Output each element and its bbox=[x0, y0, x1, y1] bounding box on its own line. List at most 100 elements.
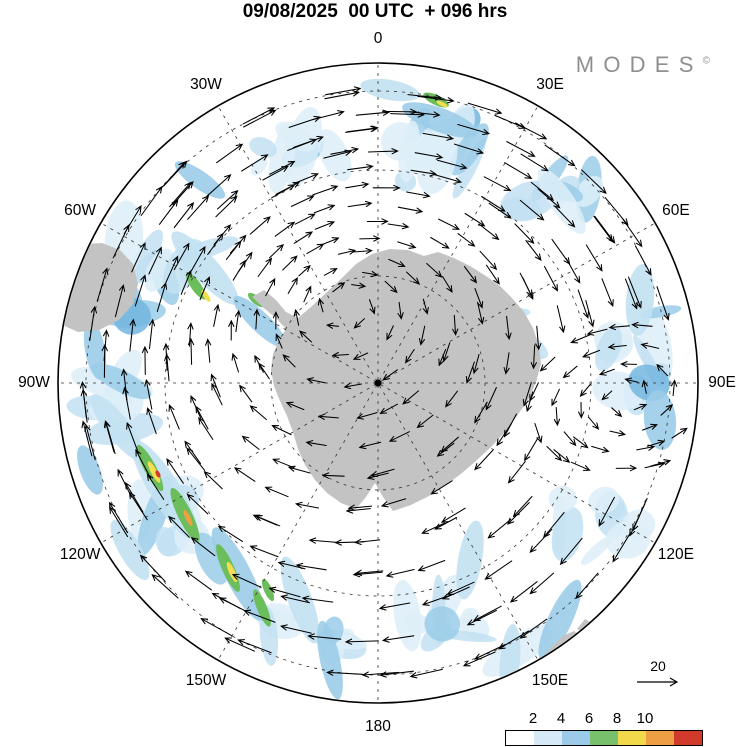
wind-arrow bbox=[265, 277, 276, 297]
wind-arrow bbox=[465, 361, 475, 384]
longitude-label: 90W bbox=[18, 374, 50, 391]
wind-arrow bbox=[206, 174, 232, 197]
wind-arrow bbox=[89, 305, 98, 342]
meridian-line bbox=[102, 223, 654, 543]
wind-arrow bbox=[272, 310, 280, 330]
wind-arrow bbox=[139, 554, 166, 583]
colorbar-segment bbox=[534, 731, 562, 745]
wind-arrow bbox=[290, 195, 315, 207]
wind-arrow bbox=[231, 352, 240, 373]
wind-arrow bbox=[301, 595, 334, 603]
wind-arrow bbox=[397, 301, 404, 320]
wind-arrow bbox=[218, 597, 251, 614]
wind-arrow bbox=[277, 560, 306, 570]
wind-arrow bbox=[380, 498, 407, 508]
wind-arrow bbox=[146, 407, 157, 435]
wind-arrow bbox=[430, 480, 453, 495]
wind-arrow bbox=[234, 309, 242, 333]
colorbar-segment bbox=[506, 731, 534, 745]
shading-band bbox=[77, 445, 103, 495]
wind-arrow bbox=[241, 435, 260, 450]
wind-arrow bbox=[384, 280, 398, 294]
wind-arrow bbox=[479, 250, 498, 271]
shading-blob bbox=[588, 486, 620, 514]
colorbar-segment bbox=[562, 731, 590, 745]
shading-band bbox=[360, 78, 420, 102]
wind-arrow bbox=[287, 277, 298, 294]
meridian-line bbox=[102, 223, 654, 543]
copyright-icon: © bbox=[702, 55, 710, 67]
wind-arrow bbox=[457, 233, 476, 247]
shading-band bbox=[625, 264, 655, 336]
wind-arrow bbox=[556, 305, 566, 334]
wind-arrow bbox=[522, 277, 534, 301]
wind-arrow bbox=[187, 195, 210, 220]
wind-arrow bbox=[351, 282, 367, 289]
longitude-label: 60W bbox=[64, 202, 96, 219]
wind-arrow bbox=[641, 379, 648, 394]
wind-arrow bbox=[279, 624, 312, 634]
latitude-circle bbox=[270, 275, 486, 491]
figure-title: 09/08/2025 00 UTC + 096 hrs bbox=[242, 1, 508, 22]
wind-arrow bbox=[368, 299, 376, 315]
wind-arrow bbox=[417, 559, 446, 572]
latitude-circle bbox=[85, 90, 671, 676]
shading-band bbox=[83, 320, 107, 380]
wind-arrow bbox=[166, 458, 184, 484]
wind-arrow bbox=[452, 314, 459, 336]
colorbar-tick: 8 bbox=[612, 710, 622, 727]
meridian-line bbox=[218, 107, 538, 659]
wind-arrow bbox=[422, 132, 455, 141]
wind-arrow bbox=[312, 110, 345, 121]
wind-arrow bbox=[430, 236, 450, 249]
wind-arrow bbox=[313, 204, 336, 214]
wind-arrow bbox=[379, 670, 414, 678]
wind-arrow bbox=[345, 125, 378, 133]
wind-arrow bbox=[473, 605, 502, 622]
wind-arrow bbox=[229, 234, 247, 254]
wind-arrow bbox=[372, 184, 401, 192]
wind-arrow bbox=[474, 449, 494, 471]
wind-arrow bbox=[529, 528, 553, 554]
shading-blob bbox=[449, 123, 489, 176]
wind-arrow bbox=[317, 297, 324, 313]
wind-arrow bbox=[546, 445, 563, 462]
wind-arrow bbox=[588, 416, 600, 430]
wind-arrow bbox=[405, 271, 421, 285]
wind-arrow bbox=[254, 515, 281, 527]
wind-arrow bbox=[299, 330, 313, 343]
wind-arrow bbox=[598, 496, 615, 527]
wind-arrow bbox=[187, 322, 194, 347]
wind-arrow bbox=[496, 422, 513, 447]
wind-arrow bbox=[624, 377, 639, 384]
shading-band bbox=[174, 161, 226, 199]
wind-arrow bbox=[414, 152, 444, 160]
wind-arrow bbox=[198, 416, 214, 440]
wind-arrow bbox=[186, 493, 209, 515]
map-legend: 20 2 4 6 8 10 bbox=[505, 658, 703, 747]
wind-arrow bbox=[406, 191, 431, 199]
meridian-line bbox=[218, 107, 538, 659]
wind-arrow bbox=[507, 461, 526, 484]
wind-arrow bbox=[485, 386, 497, 411]
wind-arrow bbox=[249, 545, 279, 558]
wind-arrow bbox=[102, 329, 110, 362]
wind-arrow bbox=[148, 318, 156, 350]
wind-arrow bbox=[190, 245, 206, 272]
wind-arrow bbox=[445, 390, 459, 408]
wind-arrow bbox=[308, 537, 338, 544]
wind-arrow bbox=[237, 639, 272, 654]
wind-arrow bbox=[440, 507, 466, 523]
wind-arrow bbox=[473, 644, 506, 660]
wind-arrow bbox=[629, 503, 646, 537]
wind-vectors bbox=[79, 86, 688, 679]
wind-arrow bbox=[312, 185, 339, 196]
wind-arrow bbox=[620, 361, 638, 368]
wind-arrow bbox=[543, 265, 558, 292]
wind-arrow bbox=[575, 572, 599, 600]
wind-arrow bbox=[565, 258, 581, 284]
wind-arrow bbox=[553, 406, 561, 427]
longitude-label: 30E bbox=[536, 76, 564, 93]
wind-arrow bbox=[570, 461, 591, 471]
wind-arrow bbox=[530, 344, 537, 370]
